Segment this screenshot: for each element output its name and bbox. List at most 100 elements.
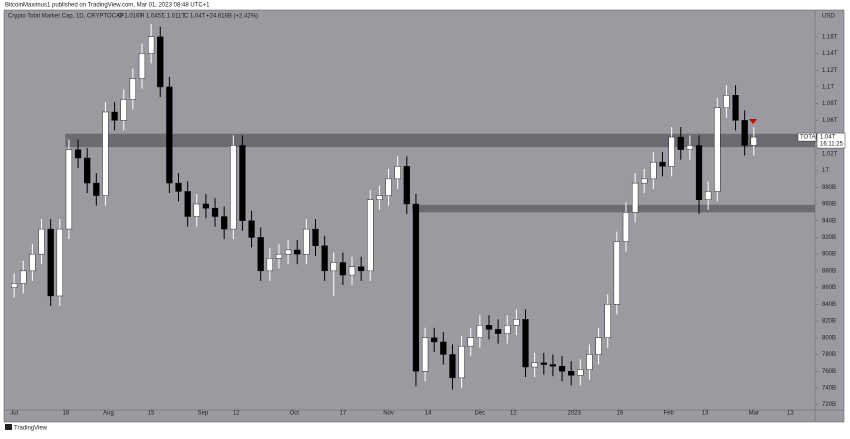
y-tick-label: 1.16T (822, 34, 838, 40)
symbol-box (797, 132, 817, 142)
zone (65, 133, 816, 148)
y-tick-label: 720B (822, 402, 836, 408)
y-tick-label: 740B (822, 386, 836, 392)
x-tick-label: 18 (63, 411, 70, 417)
symbol-label: TOTAL (800, 135, 819, 141)
candle-body (595, 337, 602, 355)
candle-body (102, 111, 109, 196)
candle-body (175, 182, 182, 192)
x-tick-label: 13 (702, 411, 709, 417)
candle-body (549, 364, 557, 367)
y-tick-label: 1.14T (822, 51, 838, 57)
x-tick-label: Feb (663, 411, 674, 417)
chart-title: Crypto Total Market Cap, 1D, CRYPTOCAP (8, 14, 124, 20)
y-tick-label: 1.06T (822, 118, 838, 124)
y-tick-label: 820B (822, 319, 836, 325)
y-tick-label: 1.12T (822, 68, 838, 74)
candle-body (659, 161, 666, 167)
candle-body (321, 245, 328, 272)
candle-body (111, 111, 118, 121)
candle-body (741, 120, 748, 146)
candle-body (221, 216, 228, 230)
candle-body (394, 166, 401, 180)
candle-body (157, 36, 164, 88)
x-tick-label: 14 (425, 411, 432, 417)
candle-body (248, 220, 255, 238)
y-tick-label: 800B (822, 335, 836, 341)
candle-body (20, 270, 27, 284)
candle-body (193, 203, 200, 217)
candle-body (284, 249, 292, 255)
candle-body (147, 36, 155, 54)
candle-body (403, 166, 410, 205)
candle-body (440, 341, 447, 355)
x-tick-label: Aug (103, 411, 114, 417)
x-tick-label: Sep (198, 411, 209, 417)
y-tick-label: 940B (822, 218, 836, 224)
candle-body (29, 253, 36, 272)
ohlc-legend: C 1.04T (184, 14, 206, 20)
y-tick-label: 980B (822, 185, 836, 191)
candle-body (84, 157, 91, 184)
y-tick-label: 920B (822, 235, 836, 241)
candle-body (38, 228, 45, 255)
candle-body (750, 136, 757, 146)
candle-body (622, 212, 630, 242)
zone (412, 204, 815, 213)
candle-body (56, 228, 63, 297)
candle-body (668, 136, 675, 167)
candle-body (202, 203, 210, 209)
ohlc-legend: O 1.016T (118, 14, 143, 20)
y-tick-label: 1.1T (822, 85, 834, 91)
candle-body (367, 199, 374, 272)
candle-body (449, 354, 456, 379)
candle-body (184, 191, 191, 217)
candle-body (650, 161, 657, 180)
y-tick-label: 840B (822, 302, 836, 308)
y-tick-label: 1.02T (822, 151, 838, 157)
countdown: 16:11:25 (820, 142, 844, 148)
candle-body (431, 337, 438, 343)
x-tick-label: 15 (148, 411, 155, 417)
candle-body (230, 145, 237, 230)
y-tick-label: 900B (822, 252, 836, 258)
candle-body (294, 249, 301, 255)
ohlc-legend: +24.616B (+2.42%) (206, 14, 258, 20)
candle-body (705, 191, 712, 201)
x-tick-label: 13 (787, 411, 794, 417)
candle-body (476, 325, 483, 338)
currency: USD (822, 14, 835, 20)
candle-body (11, 283, 18, 288)
brand-logo (5, 424, 12, 430)
y-tick-label: 1.08T (822, 101, 838, 107)
candle-body (513, 319, 520, 326)
candle-body (586, 354, 593, 370)
candle-body (138, 53, 146, 79)
candle-body (266, 258, 273, 272)
candle-body (239, 145, 246, 221)
candle-body (120, 99, 127, 121)
price-box (816, 132, 846, 149)
candle-body (604, 304, 611, 338)
candle-body (421, 337, 429, 372)
candle-body (641, 178, 648, 184)
x-tick-label: 12 (233, 411, 240, 417)
candle-body (522, 319, 529, 368)
candle-body (211, 207, 219, 217)
candle-body (631, 182, 639, 213)
y-tick-label: 760B (822, 369, 836, 375)
candle-body (695, 145, 703, 201)
x-tick-label: Nov (383, 411, 394, 417)
candle-body (686, 145, 694, 150)
candle-body (504, 325, 511, 334)
candle-body (558, 365, 566, 372)
candle-body (467, 337, 474, 347)
y-tick-label: 1T (822, 168, 829, 174)
signal-marker (749, 119, 757, 124)
candle-body (74, 149, 82, 159)
ohlc-legend: H 1.045T (140, 14, 165, 20)
x-tick-label: Oct (290, 411, 300, 417)
candle-body (531, 362, 538, 368)
brand: TradingView (14, 426, 48, 432)
